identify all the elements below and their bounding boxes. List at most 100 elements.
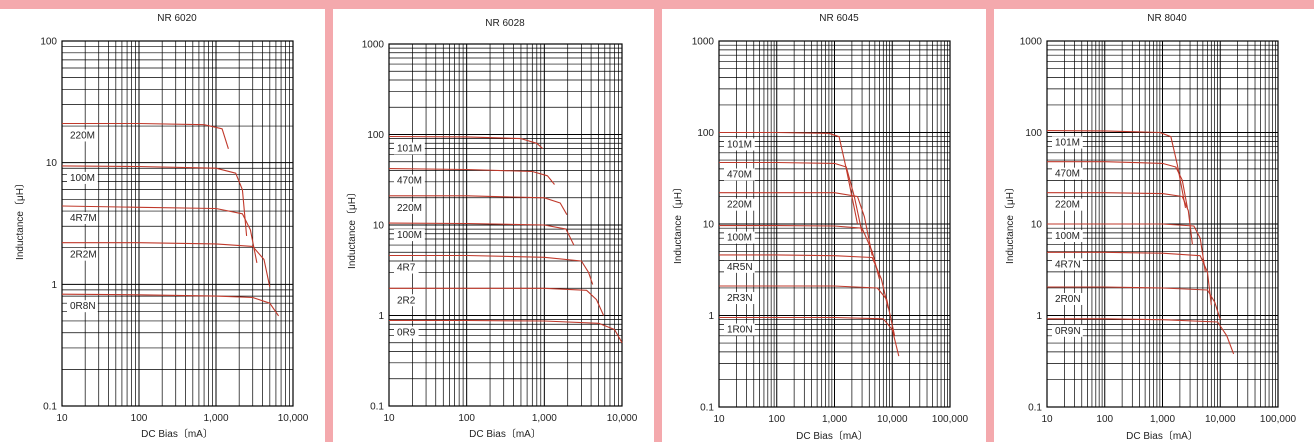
chart-nr6028: NR 6028 10 100 1,000 10,000 0.1 1 10 100 1000 101… [346, 18, 638, 440]
series-line [389, 254, 594, 285]
x-tick-label: 1,000 [822, 414, 847, 425]
series-label: 470M [727, 170, 752, 181]
series-label: 4R7 [397, 263, 416, 274]
series-label-bg [67, 300, 98, 313]
y-tick-label: 1 [708, 311, 714, 322]
series-line [62, 122, 229, 149]
y-tick-label: 10 [46, 158, 58, 169]
series-label-bg [394, 229, 425, 242]
series-label-bg [1052, 167, 1083, 180]
y-tick-label: 1000 [362, 40, 385, 51]
y-tick-label: 1 [51, 280, 57, 291]
series-line [61, 165, 248, 236]
chart-panel-nr6028: NR 6028 10 100 1,000 10,000 0.1 1 10 100 1000 101… [333, 9, 654, 442]
x-tick-label: 100 [1096, 414, 1113, 425]
series-label-bg [724, 292, 755, 305]
series-label: 101M [1055, 138, 1080, 149]
series-label-bg [394, 142, 425, 155]
series-label-bg [724, 138, 755, 151]
chart-panel-nr6020: NR 6020 10 100 1,000 10,000 0.1 1 10 100 220M 100… [0, 9, 325, 442]
x-tick-label: 100,000 [932, 414, 969, 425]
plot-area-nr6028: 10 100 1,000 10,000 0.1 1 10 100 1000 101M 470M 220… [362, 40, 638, 425]
y-tick-label: 1000 [692, 37, 715, 48]
series-label-bg [724, 231, 755, 244]
series-label-bg [1052, 136, 1083, 149]
series-line [389, 195, 568, 215]
series-label-bg [724, 198, 755, 211]
x-axis-label: DC Bias〔mA〕 [1126, 430, 1198, 442]
series-line [1047, 251, 1212, 306]
x-tick-label: 10,000 [607, 413, 638, 424]
series-line [719, 161, 863, 234]
series-label: 2R0N [1055, 294, 1081, 305]
series-label: 4R7M [70, 213, 97, 224]
y-axis-label: Inductance〔μH〕 [1004, 182, 1016, 264]
series-label: 2R2 [397, 295, 416, 306]
series-label: 100M [70, 173, 95, 184]
plot-frame [718, 40, 951, 408]
x-axis-label: DC Bias〔mA〕 [469, 428, 541, 440]
series-line [61, 293, 280, 317]
plot-frame [61, 40, 294, 407]
plot-frame [388, 43, 623, 407]
y-tick-label: 10 [1031, 220, 1043, 231]
plot-area-nr6045: 10 100 1,000 10,000 100,000 0.1 1 10 100 1000 101M… [692, 37, 969, 426]
series-label: 220M [397, 203, 422, 214]
series-label-bg [394, 294, 419, 307]
x-tick-label: 10,000 [278, 413, 309, 424]
series-line [719, 285, 896, 336]
series-label: 101M [397, 144, 422, 155]
series-line [719, 225, 880, 280]
grid [389, 44, 622, 406]
series-label-bg [1052, 292, 1083, 305]
series-label-bg [724, 168, 755, 181]
series-line [1047, 161, 1188, 208]
series-label: 220M [1055, 200, 1080, 211]
series-label: 0R9 [397, 328, 416, 339]
x-tick-label: 10 [383, 413, 395, 424]
y-tick-label: 100 [697, 128, 714, 139]
x-tick-label: 1,000 [532, 413, 557, 424]
series-line [61, 205, 258, 264]
x-tick-label: 10,000 [1205, 414, 1236, 425]
series-label: 220M [70, 130, 95, 141]
x-axis-label: DC Bias〔mA〕 [796, 430, 868, 442]
x-tick-label: 10,000 [877, 414, 908, 425]
series-label: 4R5N [727, 262, 753, 273]
series-line [719, 316, 900, 357]
chart-nr8040: NR 8040 10 100 1,000 10,000 100,000 0.1 1 10 100… [1004, 13, 1297, 442]
grid [719, 41, 950, 407]
series-label-bg [67, 129, 98, 142]
chart-title: NR 6045 [819, 13, 859, 24]
series-label-bg [724, 323, 755, 336]
x-tick-label: 100 [768, 414, 785, 425]
y-tick-label: 0.1 [1028, 403, 1042, 414]
y-tick-label: 100 [367, 130, 384, 141]
y-tick-label: 0.1 [370, 402, 384, 413]
series-line [719, 254, 889, 309]
series-label: 101M [727, 140, 752, 151]
chart-panel-nr8040: NR 8040 10 100 1,000 10,000 100,000 0.1 1 10 100… [994, 9, 1314, 442]
plot-area-nr8040: 10 100 1,000 10,000 100,000 0.1 1 10 100 1000 101M… [1020, 37, 1297, 426]
y-axis-label: Inductance〔μH〕 [14, 178, 26, 260]
series-label-bg [1052, 230, 1083, 242]
series-label: 2R3N [727, 293, 753, 304]
y-tick-label: 0.1 [700, 403, 714, 414]
chart-title: NR 8040 [1147, 13, 1187, 24]
series-line [1047, 286, 1221, 320]
x-tick-label: 10 [713, 414, 725, 425]
series-line [388, 222, 575, 246]
y-tick-label: 1 [378, 311, 384, 322]
series-line [388, 135, 543, 149]
series-line [719, 192, 873, 256]
series-label: 0R9N [1055, 326, 1081, 337]
plot-area-nr6020: 10 100 1,000 10,000 0.1 1 10 100 220M 100M 4R7M 2R2… [40, 37, 308, 425]
series-label: 0R8N [70, 301, 96, 312]
x-tick-label: 10 [1041, 414, 1053, 425]
y-tick-label: 10 [703, 220, 715, 231]
x-tick-label: 10 [56, 413, 68, 424]
series-label: 100M [727, 233, 752, 244]
y-tick-label: 1000 [1020, 37, 1043, 48]
series-line [1047, 192, 1193, 245]
series-label-bg [394, 326, 419, 339]
